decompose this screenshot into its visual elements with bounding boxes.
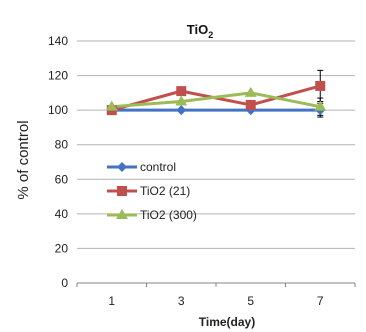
series-lines [111,84,321,112]
y-tick-label: 40 [55,207,69,221]
x-tick-labels: 1 3 5 7 [108,294,324,308]
legend: control TiO2 (21) TiO2 (300) [107,160,197,222]
data-point [176,105,187,116]
x-tick-label: 1 [108,294,115,308]
data-point [314,100,327,111]
y-tick-label: 20 [55,241,69,255]
x-tick-label: 3 [178,294,185,308]
chart-title-base: TiO [187,22,208,37]
data-point [245,99,256,110]
y-tick-label: 0 [61,276,68,290]
y-tick-label: 80 [55,138,69,152]
legend-marker [116,209,128,219]
x-tick-label: 5 [247,294,254,308]
x-axis-label: Time(day) [199,315,255,329]
data-point [175,95,188,106]
chart-title-subscript: 2 [208,30,213,40]
data-point [176,86,187,97]
legend-label: TiO2 (300) [140,208,197,222]
data-point [105,100,118,111]
chart-title: TiO2 [187,22,213,40]
series-markers [105,80,327,116]
legend-marker [117,162,127,172]
data-point [244,86,257,97]
legend-label: TiO2 (21) [140,184,190,198]
series-line-3 [111,91,321,109]
y-tick-label: 120 [48,69,68,83]
x-tick-label: 7 [317,294,324,308]
y-tick-label: 60 [55,172,69,186]
y-tick-label: 140 [48,34,68,48]
y-tick-label: 100 [48,103,68,117]
legend-marker [117,186,127,196]
gridlines [76,40,356,287]
data-point [315,80,326,91]
y-tick-labels: 0 20 40 60 80 100 120 140 [48,34,68,290]
legend-label: control [140,160,176,174]
y-axis-label: % of control [15,120,32,199]
